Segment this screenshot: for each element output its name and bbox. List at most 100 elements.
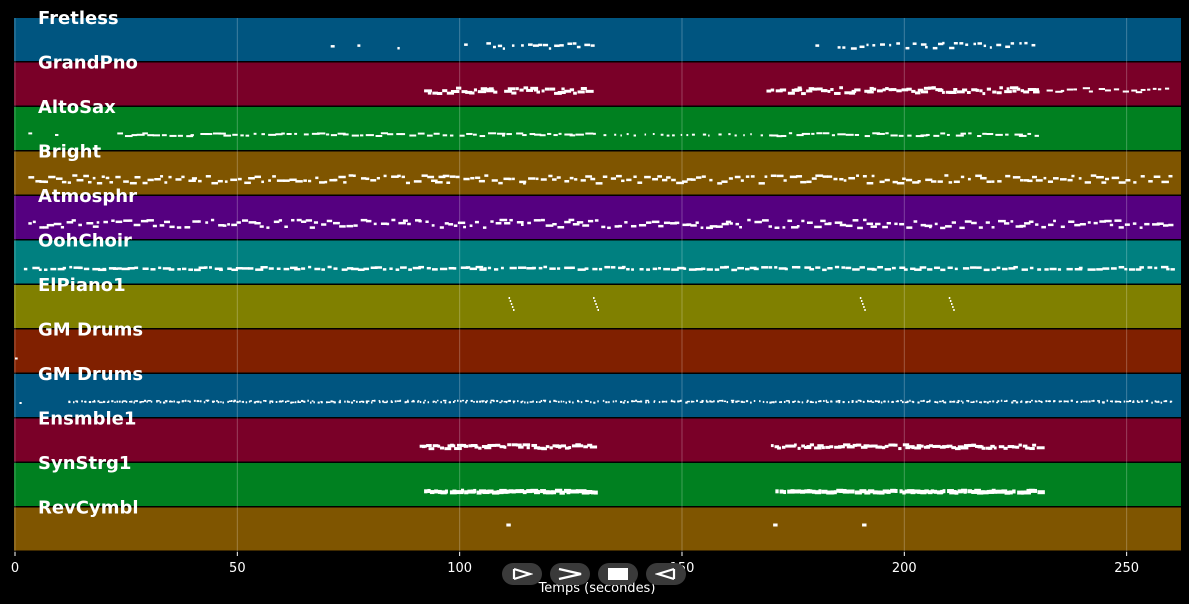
track-lane[interactable]: [14, 62, 1181, 106]
note: [558, 445, 562, 449]
note: [983, 268, 990, 272]
note: [906, 400, 909, 403]
note: [1096, 268, 1103, 271]
note: [884, 268, 892, 271]
note: [960, 446, 969, 450]
track-lane[interactable]: [14, 329, 1181, 373]
note: [793, 489, 799, 494]
note: [1035, 179, 1043, 182]
note: [870, 400, 872, 403]
note: [957, 399, 960, 402]
note: [773, 523, 778, 527]
track-label: GM Drums: [38, 320, 143, 341]
note: [595, 182, 603, 185]
note: [294, 401, 297, 404]
note: [1020, 89, 1025, 93]
note: [892, 180, 898, 184]
note: [989, 46, 992, 49]
note: [1151, 401, 1153, 404]
note: [269, 401, 271, 404]
note: [228, 400, 232, 402]
note: [329, 178, 336, 182]
note: [597, 400, 599, 403]
note: [431, 179, 438, 183]
fast-forward-button[interactable]: [550, 563, 590, 585]
note: [1170, 268, 1175, 271]
note: [133, 401, 135, 404]
note: [379, 401, 381, 404]
note: [307, 399, 309, 402]
note: [663, 221, 671, 225]
note: [590, 490, 595, 495]
note: [856, 443, 862, 447]
note: [498, 181, 503, 185]
note: [837, 133, 846, 136]
track-lane[interactable]: [14, 418, 1181, 462]
stop-button[interactable]: [598, 563, 638, 585]
note: [333, 401, 336, 404]
note: [1035, 88, 1040, 92]
note: [1087, 221, 1091, 224]
note: [905, 46, 910, 50]
note: [457, 221, 466, 225]
note: [479, 135, 486, 138]
note: [785, 400, 790, 402]
track-lane[interactable]: [14, 507, 1181, 551]
track-notes: [506, 523, 867, 527]
note: [442, 399, 447, 402]
note: [405, 181, 410, 185]
note: [594, 300, 596, 302]
note: [217, 401, 220, 404]
note: [554, 488, 563, 493]
note: [440, 401, 442, 404]
note: [967, 489, 973, 494]
note: [158, 266, 162, 270]
track-lane[interactable]: [14, 196, 1181, 239]
note: [509, 300, 512, 302]
note: [339, 225, 346, 228]
note: [78, 266, 83, 270]
note: [383, 174, 387, 178]
note: [519, 88, 524, 92]
note: [248, 221, 257, 224]
note: [114, 401, 116, 403]
note: [1122, 90, 1129, 93]
note: [407, 399, 409, 402]
note: [798, 401, 801, 403]
note: [1154, 266, 1158, 270]
track-lane[interactable]: [14, 374, 1181, 417]
note: [1016, 87, 1021, 91]
note: [788, 401, 791, 404]
track-lane[interactable]: [14, 107, 1181, 150]
note: [834, 91, 841, 95]
note: [428, 447, 435, 451]
note: [620, 134, 622, 137]
note: [544, 87, 550, 91]
play-button[interactable]: [502, 563, 542, 585]
note: [758, 182, 765, 185]
track-labels: FretlessGrandPnoAltoSaxBrightAtmosphrOoh…: [38, 8, 143, 519]
note: [884, 178, 890, 182]
note: [1114, 400, 1118, 403]
note: [214, 267, 223, 271]
note: [1102, 267, 1110, 270]
note: [791, 226, 799, 229]
note: [928, 444, 934, 448]
note: [465, 266, 471, 269]
note: [1031, 43, 1036, 47]
note: [307, 179, 312, 183]
track-lane[interactable]: [14, 151, 1181, 195]
note: [949, 300, 952, 302]
track-lane[interactable]: [14, 240, 1181, 284]
track-lane[interactable]: [14, 18, 1181, 61]
note: [1168, 174, 1173, 178]
track-lane[interactable]: [14, 463, 1181, 506]
rewind-button[interactable]: [646, 563, 686, 585]
note: [975, 400, 978, 403]
note: [923, 86, 931, 90]
note: [814, 446, 822, 450]
note: [916, 444, 922, 448]
note: [677, 266, 685, 270]
note: [1093, 221, 1098, 225]
